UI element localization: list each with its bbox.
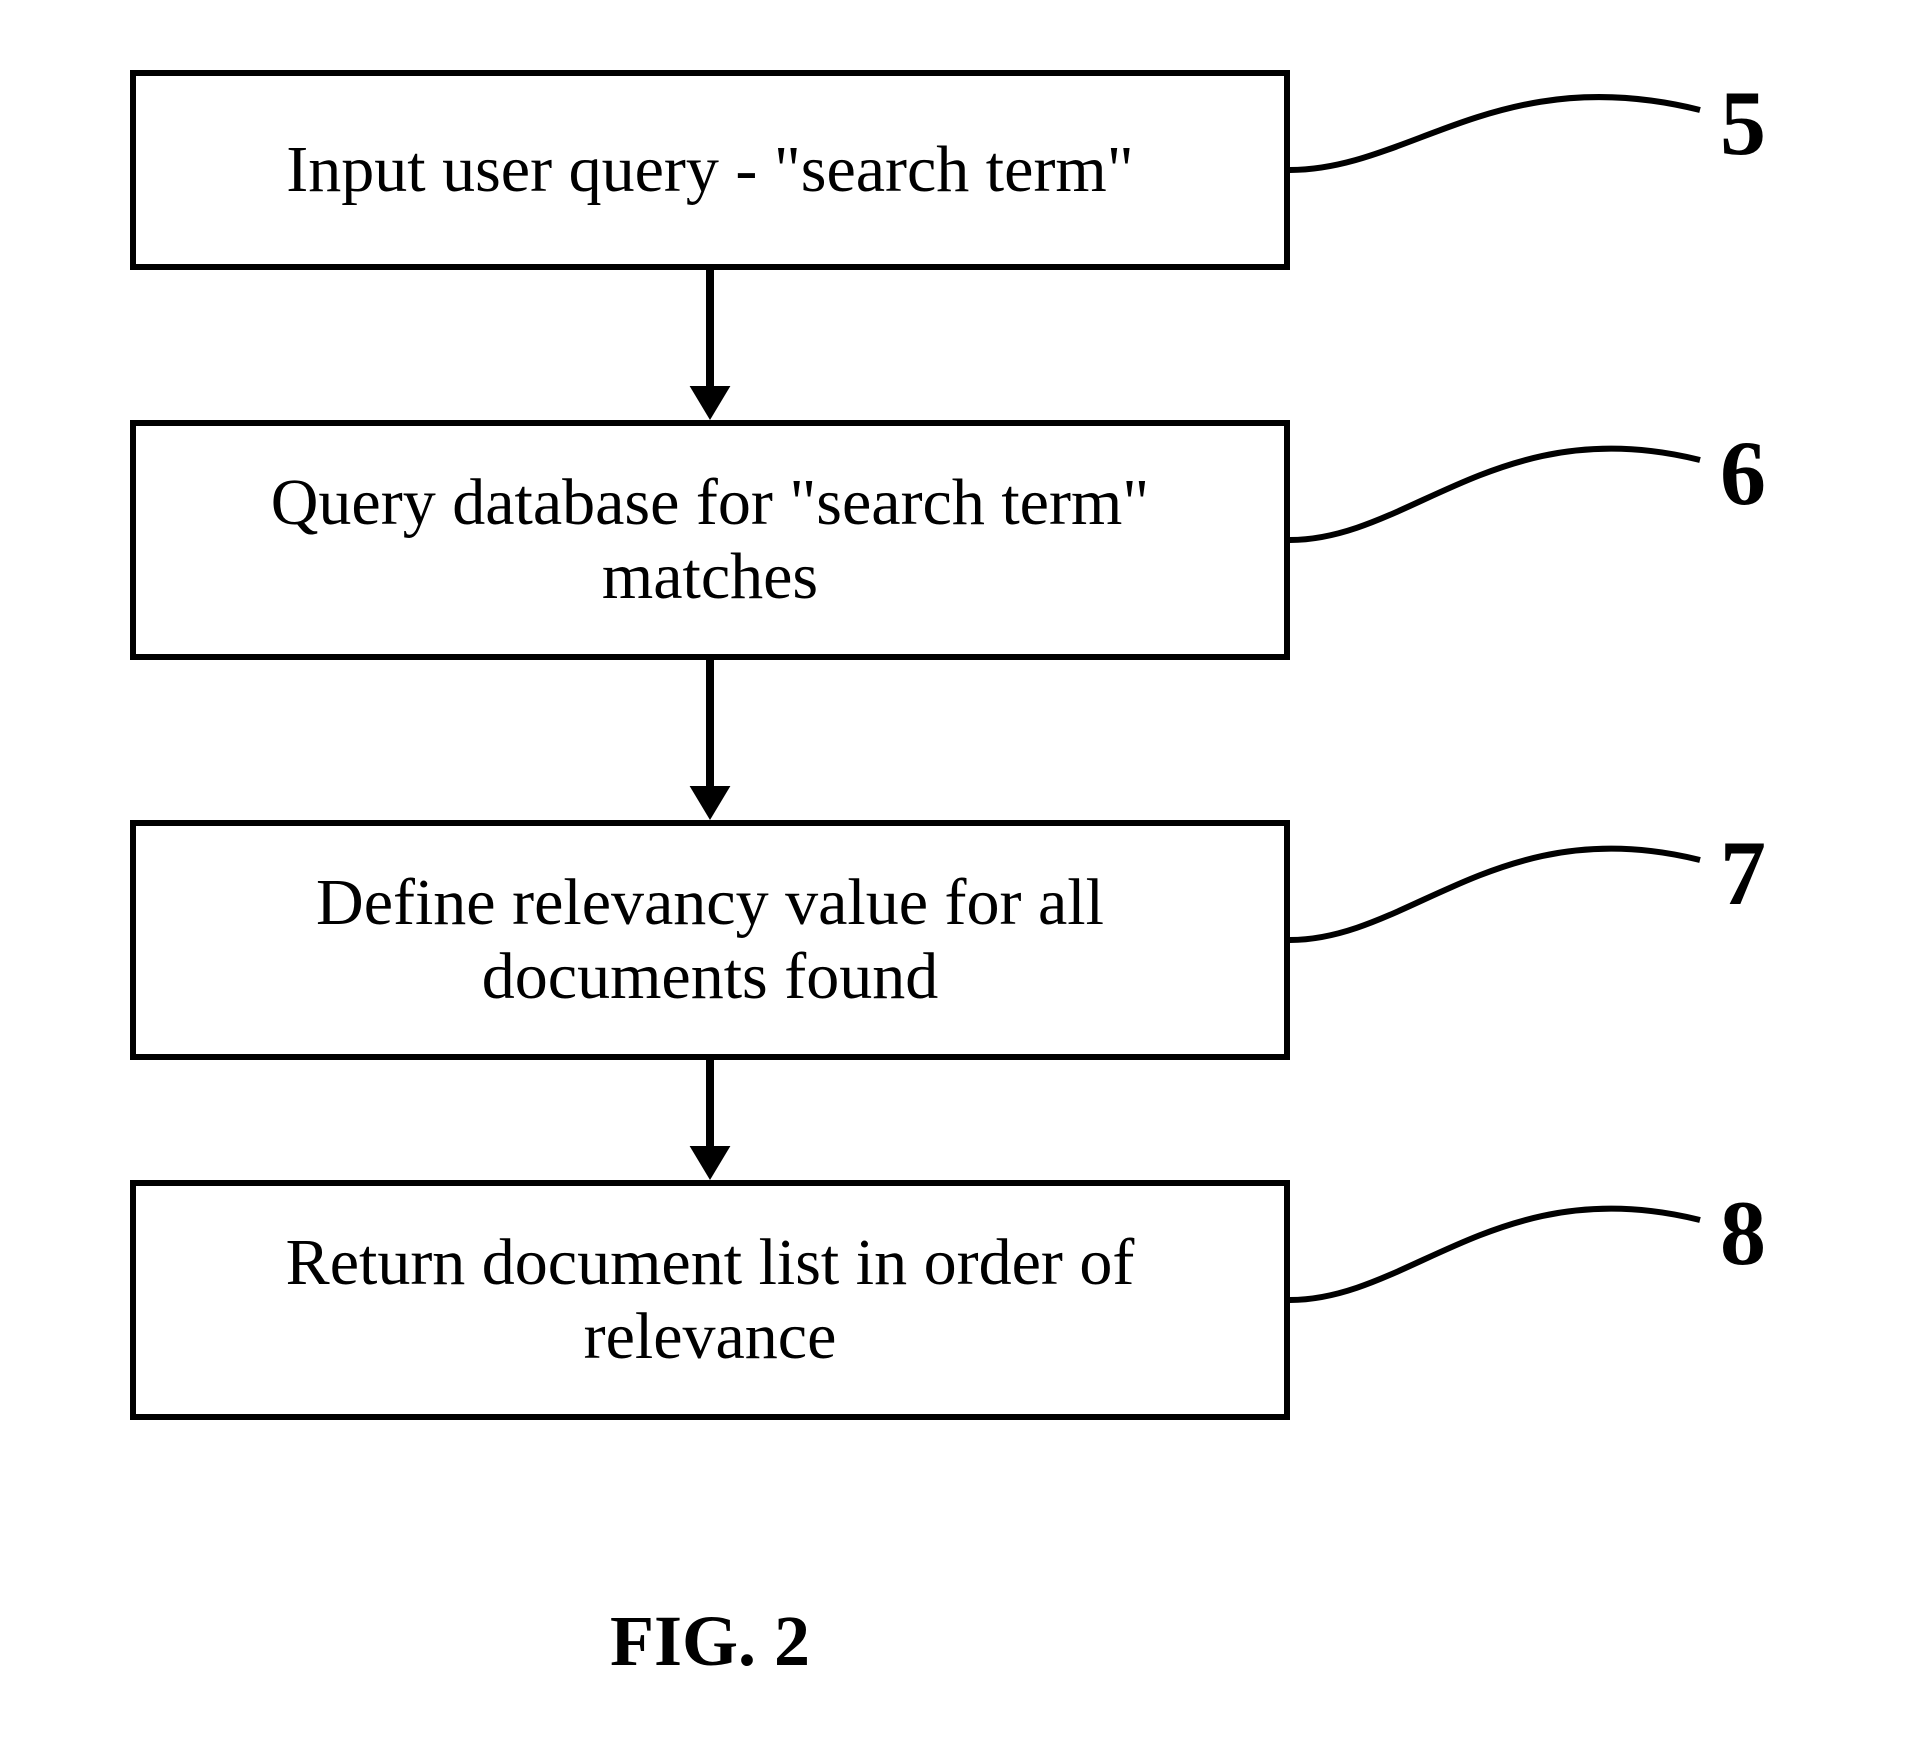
connector-layer bbox=[0, 0, 1919, 1756]
figure-caption: FIG. 2 bbox=[0, 1600, 1420, 1683]
flowchart-canvas: Input user query - "search term" 5 Query… bbox=[0, 0, 1919, 1756]
